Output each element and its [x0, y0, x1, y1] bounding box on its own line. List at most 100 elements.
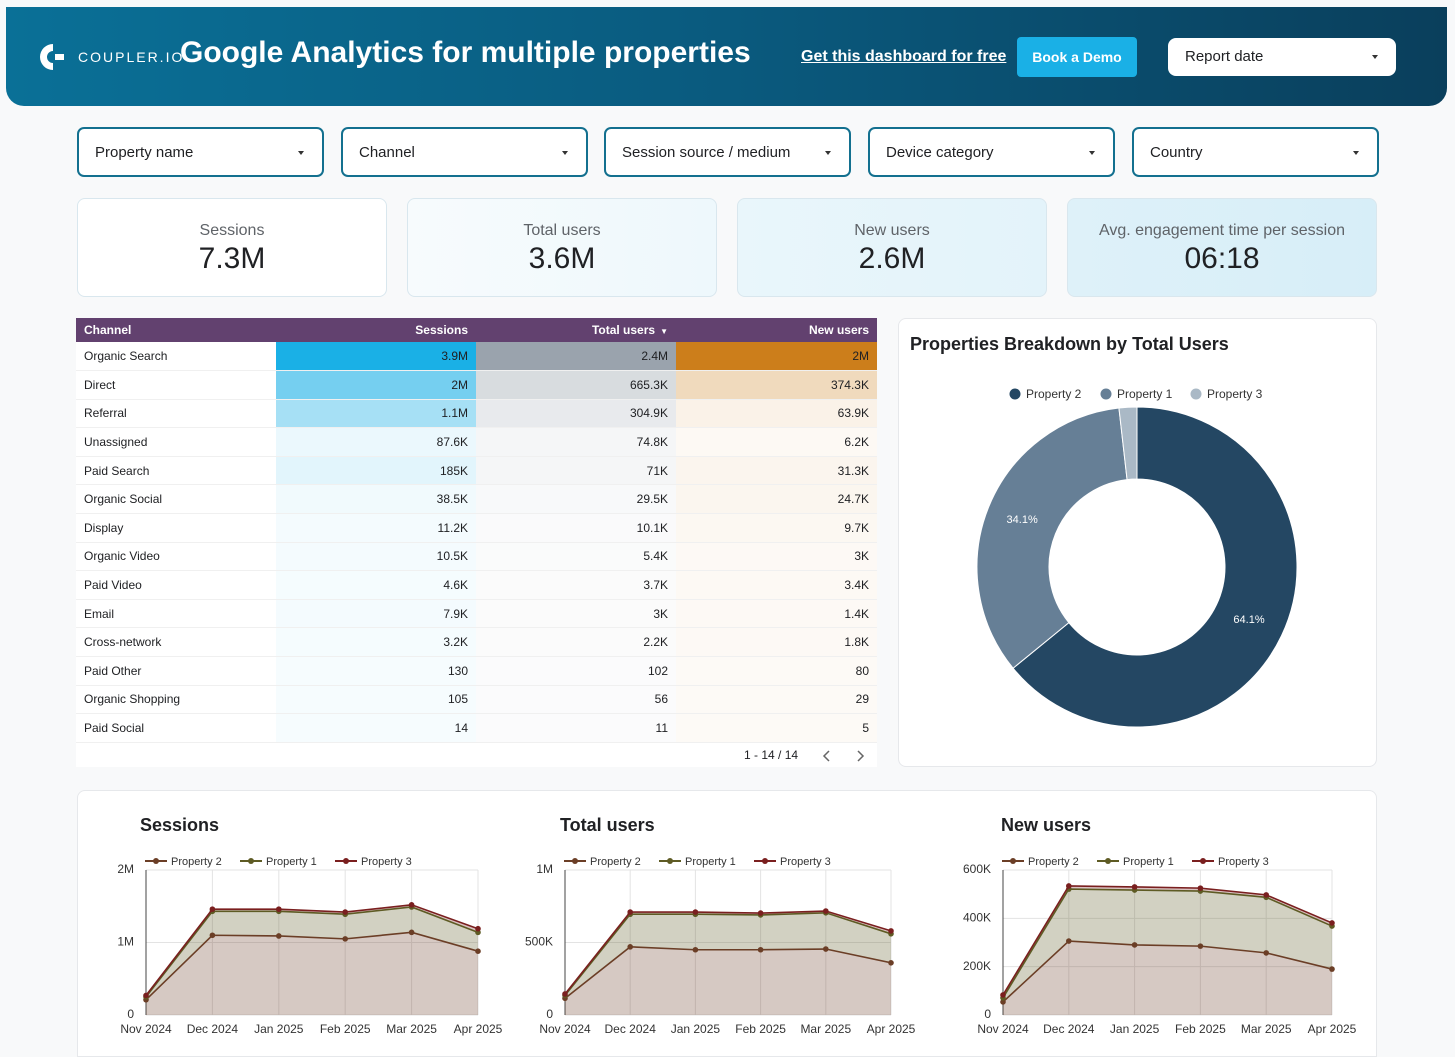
legend-label: Property 3 [361, 856, 412, 868]
point [757, 910, 764, 916]
filter-dropdown[interactable]: Session source / medium [604, 127, 851, 177]
pagination: 1 - 14 / 14 [744, 748, 798, 762]
chart-title: Sessions [140, 815, 219, 835]
column-header: New users [676, 318, 877, 342]
table-cell: 11.2K [276, 513, 476, 543]
y-tick-label: 0 [127, 1007, 134, 1021]
table-cell: 31.3K [676, 456, 877, 486]
table-cell: 80 [676, 656, 877, 686]
legend-dot [1190, 388, 1202, 400]
table-cell: 3.2K [276, 627, 476, 658]
table-row: Organic Social 38.5K 29.5K 24.7K [76, 484, 877, 515]
x-tick-label: Jan 2025 [1110, 1022, 1160, 1036]
point [1000, 992, 1006, 998]
series-line [145, 903, 479, 996]
table-row: Organic Search 3.9M 2.4M 2M [76, 342, 877, 372]
area-fill [565, 946, 891, 1015]
table-cell: 130 [276, 656, 476, 686]
point [823, 946, 829, 952]
point [823, 908, 829, 914]
table-cell: 304.9K [476, 399, 676, 429]
legend-label: Property 1 [1123, 856, 1174, 868]
area-fill [1003, 889, 1332, 1002]
filter-dropdown[interactable]: Property name [77, 127, 324, 177]
series-line [145, 906, 479, 998]
table-row: Display 11.2K 10.1K 9.7K [76, 513, 877, 543]
point [209, 932, 216, 939]
table-cell: 105 [276, 685, 476, 715]
table-cell: Cross-network [76, 627, 276, 658]
table-cell: 185K [276, 456, 476, 486]
table-row: Cross-network 3.2K 2.2K 1.8K [76, 627, 877, 658]
x-tick-label: Feb 2025 [735, 1022, 786, 1036]
dashboard-title: Google Analytics for multiple properties [180, 36, 751, 69]
filter-dropdown[interactable]: Country [1132, 127, 1379, 177]
series-line [145, 931, 479, 1001]
x-tick-label: Feb 2025 [320, 1022, 371, 1036]
column-header-text: New users [808, 323, 869, 337]
date-picker[interactable]: Report date [1168, 38, 1396, 76]
caret [825, 151, 831, 155]
table-cell: 87.6K [276, 427, 476, 457]
pager-arrows[interactable] [818, 748, 870, 764]
filter-dropdown[interactable]: Channel [341, 127, 588, 177]
legend-dot [248, 858, 254, 864]
kpi-value: 06:18 [1184, 242, 1260, 275]
table-cell: 7.9K [276, 599, 476, 629]
column-header: Channel [76, 318, 276, 342]
x-tick-label: Apr 2025 [454, 1022, 503, 1036]
point [757, 946, 764, 953]
caret [1353, 151, 1359, 155]
point [1066, 938, 1072, 944]
table-cell: 9.7K [676, 513, 877, 543]
point [342, 936, 349, 942]
point [1131, 942, 1138, 948]
table-cell: 14 [276, 713, 476, 743]
point [888, 960, 894, 966]
table-cell: 29 [676, 685, 877, 715]
point [627, 944, 633, 950]
series-line [1002, 888, 1333, 999]
table-row: Direct 2M 665.3K 374.3K [76, 370, 877, 400]
point [692, 946, 699, 953]
table-cell: Paid Social [76, 713, 276, 743]
series-line [564, 910, 892, 995]
table-cell: Unassigned [76, 427, 276, 457]
x-tick-label: Apr 2025 [867, 1022, 916, 1036]
legend-dot [1100, 388, 1112, 400]
point [475, 925, 481, 932]
table-cell: 2.2K [476, 627, 676, 658]
y-tick-label: 600K [963, 862, 991, 876]
table-cell: 5 [676, 713, 877, 743]
legend-label: Property 1 [266, 856, 317, 868]
chart-title: Properties Breakdown by Total Users [910, 334, 1229, 354]
demo-button[interactable]: Book a Demo [1017, 37, 1137, 77]
legend-label: Property 3 [780, 856, 831, 868]
pie-slice [1118, 406, 1138, 481]
link[interactable]: Get this dashboard for free [801, 48, 1007, 65]
caret [1089, 151, 1095, 155]
table-cell: 3K [476, 599, 676, 629]
table-cell: 1.8K [676, 627, 877, 658]
table-row: Paid Video 4.6K 3.7K 3.4K [76, 570, 877, 600]
point [888, 928, 894, 934]
pagination-text: 1 - 14 / 14 [744, 748, 799, 762]
x-tick-label: Nov 2024 [539, 1022, 591, 1036]
series-line [564, 911, 892, 996]
table-cell: 10.5K [276, 542, 476, 572]
table-cell: 11 [476, 713, 676, 743]
point [1066, 883, 1072, 889]
kpi-label: Avg. engagement time per session [1098, 222, 1346, 239]
channel-table: Channel Sessions Total users ▼ New users Orga… [76, 318, 877, 743]
legend-label: Property 2 [590, 856, 641, 868]
legend-label: Property 1 [1117, 387, 1173, 401]
table-cell: 2M [676, 342, 877, 372]
table-cell: Direct [76, 370, 276, 400]
point [209, 906, 216, 912]
legend-label: Property 3 [1207, 387, 1263, 401]
table-cell: Organic Video [76, 542, 276, 572]
x-tick-label: Nov 2024 [977, 1022, 1029, 1036]
filter-dropdown[interactable]: Device category [868, 127, 1115, 177]
